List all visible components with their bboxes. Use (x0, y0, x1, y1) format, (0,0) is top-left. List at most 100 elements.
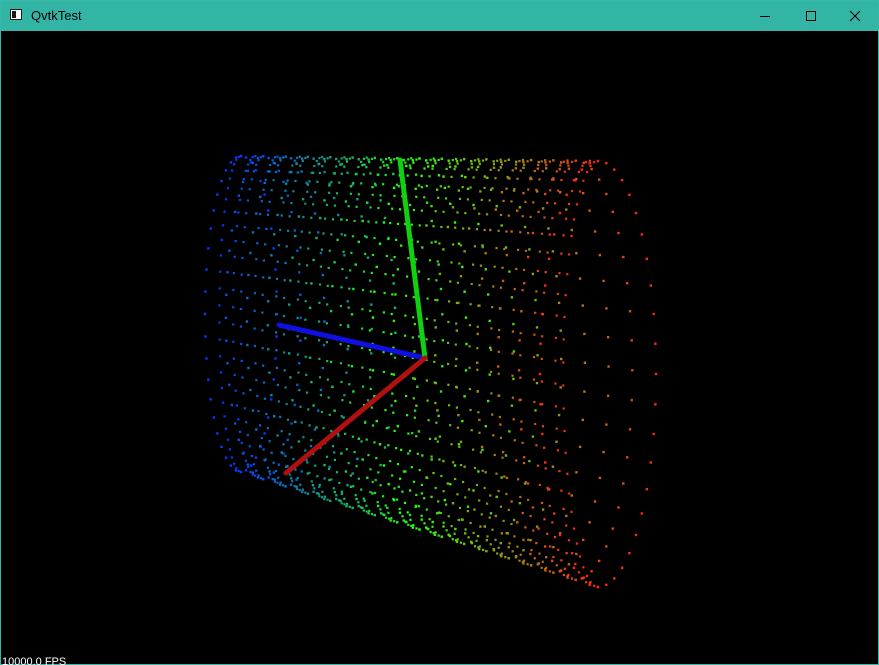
point (548, 504, 551, 507)
render-viewport[interactable]: 10000.0 FPS (1, 31, 878, 665)
minimize-button[interactable] (742, 1, 788, 31)
point (533, 557, 536, 560)
point (454, 157, 458, 161)
point (278, 483, 282, 486)
point (367, 454, 370, 457)
point (299, 246, 302, 249)
point (306, 472, 309, 475)
point (369, 309, 372, 312)
point (234, 240, 237, 243)
point (387, 517, 391, 520)
point (383, 164, 386, 167)
point (306, 183, 309, 186)
point (464, 176, 467, 179)
point (534, 298, 537, 302)
point (560, 252, 563, 255)
point (249, 388, 252, 392)
point (649, 461, 652, 464)
point (220, 445, 223, 449)
point (420, 174, 423, 178)
point (537, 210, 540, 214)
point (261, 311, 264, 314)
point (323, 199, 326, 202)
point (440, 225, 443, 229)
point (434, 354, 437, 357)
point-cloud-scene[interactable] (1, 31, 878, 664)
point (534, 311, 537, 314)
point (511, 330, 514, 333)
point (325, 341, 328, 344)
point (339, 362, 342, 365)
point (308, 231, 311, 234)
point (365, 438, 368, 441)
point (571, 190, 574, 193)
point (562, 160, 565, 163)
point (232, 323, 235, 326)
point (414, 505, 417, 508)
point (590, 570, 593, 573)
point (559, 570, 562, 573)
point (520, 428, 523, 431)
point (242, 451, 245, 454)
point (405, 164, 408, 168)
point (626, 456, 629, 459)
point (434, 210, 437, 213)
point (560, 559, 563, 562)
point (417, 430, 421, 433)
point (294, 234, 297, 238)
point (277, 164, 280, 167)
point (544, 284, 547, 287)
point (415, 493, 418, 496)
point (478, 418, 481, 422)
point (228, 249, 231, 252)
point (537, 563, 540, 566)
point (254, 155, 257, 158)
point (274, 170, 277, 173)
point (354, 263, 357, 266)
point (464, 528, 467, 531)
point (270, 451, 273, 454)
close-button[interactable] (832, 1, 878, 31)
point (292, 190, 295, 193)
point (235, 467, 238, 470)
title-bar[interactable]: QvtkTest (1, 1, 878, 31)
point (410, 524, 413, 527)
point (373, 395, 376, 398)
point (536, 464, 539, 467)
point (431, 520, 434, 524)
point (504, 556, 507, 559)
point (430, 241, 433, 244)
point (256, 394, 259, 398)
point (574, 179, 577, 182)
point (320, 248, 324, 251)
point (546, 486, 549, 489)
point (365, 156, 368, 159)
point (348, 287, 351, 290)
point (478, 160, 481, 163)
point (532, 378, 536, 381)
maximize-button[interactable] (788, 1, 834, 31)
point (502, 199, 505, 202)
point (593, 500, 597, 503)
point (256, 242, 259, 245)
point (331, 445, 335, 448)
point (255, 378, 258, 382)
point (306, 391, 309, 394)
point (588, 209, 591, 212)
point (555, 564, 558, 567)
point (242, 241, 245, 244)
point (548, 570, 551, 573)
point (475, 539, 478, 542)
point (516, 209, 519, 212)
point (423, 497, 426, 500)
point (436, 440, 439, 443)
point (385, 254, 388, 258)
point (321, 366, 324, 370)
point (305, 459, 308, 462)
point (544, 161, 547, 164)
point (582, 161, 585, 164)
point (273, 415, 276, 418)
point (318, 495, 321, 498)
point (581, 418, 584, 422)
point (454, 539, 458, 542)
